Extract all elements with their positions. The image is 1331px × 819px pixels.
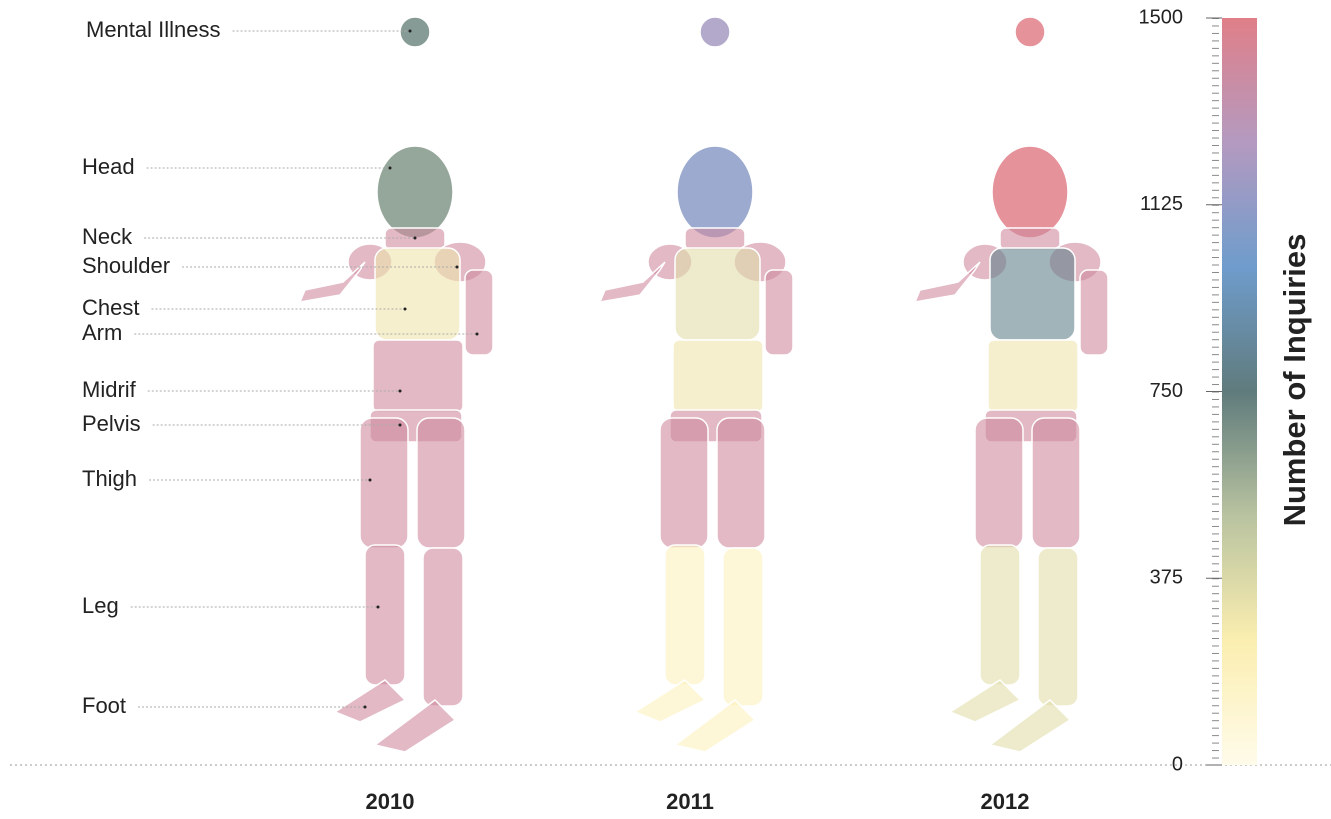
- body-part: [376, 145, 454, 239]
- body-part-label: Shoulder: [82, 253, 170, 278]
- body-part: [359, 417, 409, 549]
- year-label: 2010: [366, 789, 415, 814]
- body-part: [676, 145, 754, 239]
- body-part-label: Neck: [82, 224, 133, 249]
- leader-dot: [403, 307, 407, 311]
- body-part: [764, 269, 794, 356]
- body-part: [416, 417, 466, 549]
- body-part: [991, 145, 1069, 239]
- body-part: [987, 339, 1079, 413]
- body-part: [989, 247, 1076, 341]
- body-part-label: Thigh: [82, 466, 137, 491]
- leader-dot: [388, 166, 392, 170]
- body-part: [913, 261, 981, 303]
- y-tick-label: 1125: [1140, 193, 1183, 215]
- axis-title: Number of Inquiries: [1277, 234, 1312, 527]
- body-part: [699, 16, 731, 48]
- year-label: 2012: [981, 789, 1030, 814]
- leader-dot: [455, 265, 459, 269]
- y-tick-label: 1500: [1139, 6, 1184, 28]
- body-part: [422, 547, 464, 707]
- body-part: [372, 339, 464, 413]
- body-part: [974, 417, 1024, 549]
- body-part: [633, 679, 707, 723]
- body-part: [664, 544, 706, 686]
- body-part: [684, 227, 746, 251]
- body-part-label: Pelvis: [82, 411, 141, 436]
- body-part: [399, 16, 431, 48]
- leader-dot: [363, 705, 367, 709]
- leader-dot: [368, 478, 372, 482]
- year-label: 2011: [666, 789, 714, 814]
- body-part: [672, 339, 764, 413]
- body-part: [1031, 417, 1081, 549]
- body-part: [988, 699, 1072, 753]
- body-part: [716, 417, 766, 549]
- body-part-label: Foot: [82, 693, 126, 718]
- body-part-label: Head: [82, 154, 135, 179]
- body-part: [1079, 269, 1109, 356]
- y-tick-label: 0: [1172, 753, 1183, 775]
- body-part-label: Mental Illness: [86, 17, 221, 42]
- body-part: [1014, 16, 1046, 48]
- body-part: [674, 247, 761, 341]
- body-part-label: Midrif: [82, 377, 137, 402]
- leader-dot: [408, 29, 412, 33]
- leader-dot: [413, 236, 417, 240]
- body-part: [948, 679, 1022, 723]
- leader-dot: [398, 389, 402, 393]
- body-part: [999, 227, 1061, 251]
- body-part: [979, 544, 1021, 686]
- body-part-label: Leg: [82, 593, 119, 618]
- y-tick-label: 750: [1150, 380, 1183, 402]
- body-part: [1037, 547, 1079, 707]
- leader-dot: [475, 332, 479, 336]
- leader-dot: [376, 605, 380, 609]
- body-part-label: Chest: [82, 295, 139, 320]
- leader-dot: [398, 423, 402, 427]
- body-part: [722, 547, 764, 707]
- y-tick-label: 375: [1150, 567, 1183, 589]
- body-part: [374, 247, 461, 341]
- body-part: [673, 699, 757, 753]
- body-part: [598, 261, 666, 303]
- body-part: [659, 417, 709, 549]
- body-part: [333, 679, 407, 723]
- colorbar: [1222, 18, 1257, 765]
- body-part: [373, 699, 457, 753]
- body-part: [464, 269, 494, 356]
- body-part: [298, 261, 366, 303]
- body-part-label: Arm: [82, 320, 122, 345]
- body-part: [364, 544, 406, 686]
